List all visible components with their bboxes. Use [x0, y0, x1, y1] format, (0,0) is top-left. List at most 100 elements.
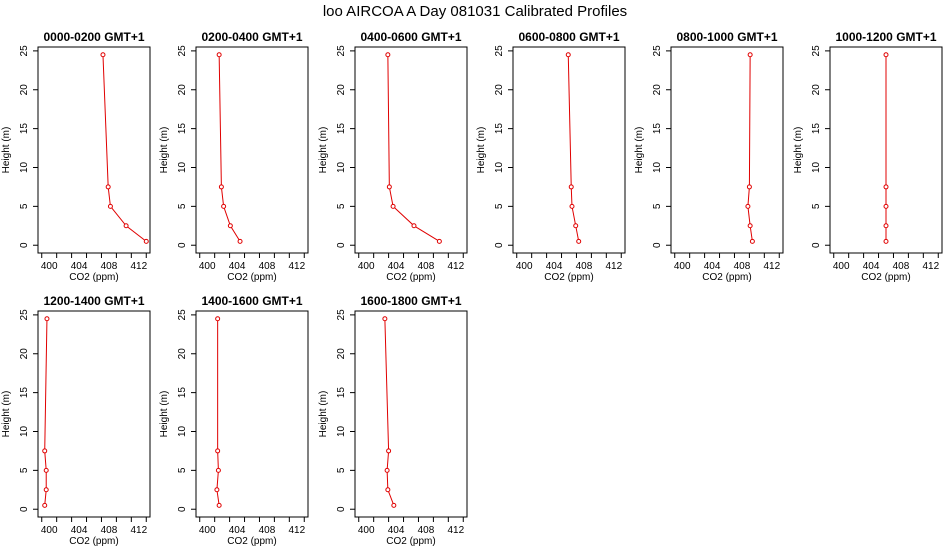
- y-tick-label: 15: [19, 123, 30, 135]
- y-tick-label: 20: [177, 348, 188, 360]
- y-tick-label: 10: [494, 161, 505, 173]
- plot-frame: [354, 46, 468, 254]
- y-tick-label: 10: [177, 425, 188, 437]
- data-point: [216, 502, 222, 508]
- y-tick-label: 5: [336, 467, 347, 473]
- x-axis-label: CO2 (ppm): [69, 272, 118, 283]
- x-tick-label: 404: [863, 261, 880, 272]
- data-point: [436, 238, 442, 244]
- x-axis: 400 404 408 412 CO2 (ppm): [199, 253, 306, 283]
- y-tick-label: 5: [811, 203, 822, 209]
- y-tick-label: 20: [19, 348, 30, 360]
- data-point: [385, 52, 391, 58]
- y-axis: 0 5 10 15 20 25 Height (m): [634, 45, 671, 248]
- y-tick-label: 5: [494, 203, 505, 209]
- y-tick-label: 10: [19, 425, 30, 437]
- series: [100, 52, 149, 244]
- y-tick-label: 15: [494, 123, 505, 135]
- y-tick-label: 10: [652, 161, 663, 173]
- plot-frame: [829, 46, 943, 254]
- panel-title: 1400-1600 GMT+1: [201, 294, 302, 308]
- y-tick-label: 5: [19, 467, 30, 473]
- data-point: [221, 203, 227, 209]
- panel-title: 0000-0200 GMT+1: [43, 30, 144, 44]
- y-axis-label: Height (m): [793, 127, 804, 174]
- x-axis: 400 404 408 412 CO2 (ppm): [516, 253, 623, 283]
- y-tick-label: 20: [177, 84, 188, 96]
- panel-2: 0200-0400 GMT+1 400 404 408 412 CO2 (ppm) 0 5 10…: [159, 30, 309, 283]
- x-axis: 400 404 408 412 CO2 (ppm): [833, 253, 940, 283]
- data-point: [43, 487, 49, 493]
- y-tick-label: 25: [336, 309, 347, 321]
- data-point: [43, 467, 49, 473]
- y-tick-label: 0: [336, 506, 347, 512]
- x-tick-label: 408: [734, 261, 751, 272]
- plot-frame: [37, 310, 151, 518]
- y-axis-label: Height (m): [476, 127, 487, 174]
- series: [214, 316, 222, 508]
- y-tick-label: 15: [19, 387, 30, 399]
- series: [565, 52, 582, 244]
- series-line: [384, 318, 395, 506]
- data-point: [565, 52, 571, 58]
- x-tick-label: 400: [674, 261, 691, 272]
- y-tick-label: 20: [336, 348, 347, 360]
- data-point: [216, 52, 222, 58]
- data-point: [237, 238, 243, 244]
- data-point: [883, 52, 889, 58]
- panel-3: 0400-0600 GMT+1 400 404 408 412 CO2 (ppm) 0 5 10…: [318, 30, 468, 283]
- y-tick-label: 20: [494, 84, 505, 96]
- x-axis: 400 404 408 412 CO2 (ppm): [41, 517, 148, 547]
- data-point: [107, 203, 113, 209]
- y-tick-label: 0: [177, 242, 188, 248]
- panel-4: 0600-0800 GMT+1 400 404 408 412 CO2 (ppm) 0 5 10…: [476, 30, 626, 283]
- plot-frame: [195, 46, 309, 254]
- x-tick-label: 408: [418, 261, 435, 272]
- x-tick-label: 400: [41, 261, 58, 272]
- x-axis: 400 404 408 412 CO2 (ppm): [199, 517, 306, 547]
- y-axis: 0 5 10 15 20 25 Height (m): [1, 309, 38, 512]
- y-tick-label: 0: [19, 242, 30, 248]
- data-point: [411, 223, 417, 229]
- plot-frame: [354, 310, 468, 518]
- panel-title: 0200-0400 GMT+1: [201, 30, 302, 44]
- data-point: [883, 203, 889, 209]
- x-tick-label: 400: [41, 525, 58, 536]
- y-tick-label: 15: [652, 123, 663, 135]
- x-tick-label: 404: [229, 261, 246, 272]
- x-axis-label: CO2 (ppm): [861, 272, 910, 283]
- y-tick-label: 0: [336, 242, 347, 248]
- data-point: [384, 467, 390, 473]
- y-tick-label: 5: [652, 203, 663, 209]
- y-tick-label: 10: [19, 161, 30, 173]
- x-tick-label: 412: [130, 525, 147, 536]
- x-tick-label: 400: [358, 525, 375, 536]
- x-axis-label: CO2 (ppm): [544, 272, 593, 283]
- x-tick-label: 412: [447, 261, 464, 272]
- x-tick-label: 404: [704, 261, 721, 272]
- y-tick-label: 25: [19, 309, 30, 321]
- x-axis: 400 404 408 412 CO2 (ppm): [41, 253, 148, 283]
- y-tick-label: 20: [19, 84, 30, 96]
- x-tick-label: 412: [130, 261, 147, 272]
- y-tick-label: 20: [652, 84, 663, 96]
- data-point: [123, 223, 129, 229]
- y-tick-label: 25: [177, 45, 188, 57]
- panel-title: 1000-1200 GMT+1: [835, 30, 936, 44]
- x-tick-label: 408: [893, 261, 910, 272]
- x-tick-label: 404: [546, 261, 563, 272]
- data-point: [749, 238, 755, 244]
- y-tick-label: 10: [811, 161, 822, 173]
- y-axis-label: Height (m): [318, 391, 329, 438]
- x-axis-label: CO2 (ppm): [227, 272, 276, 283]
- y-tick-label: 25: [19, 45, 30, 57]
- y-tick-label: 20: [811, 84, 822, 96]
- y-axis: 0 5 10 15 20 25 Height (m): [159, 309, 196, 512]
- x-axis-label: CO2 (ppm): [227, 536, 276, 547]
- y-tick-label: 25: [336, 45, 347, 57]
- y-axis: 0 5 10 15 20 25 Height (m): [476, 45, 513, 248]
- y-tick-label: 0: [494, 242, 505, 248]
- x-tick-label: 404: [229, 525, 246, 536]
- series: [42, 316, 50, 508]
